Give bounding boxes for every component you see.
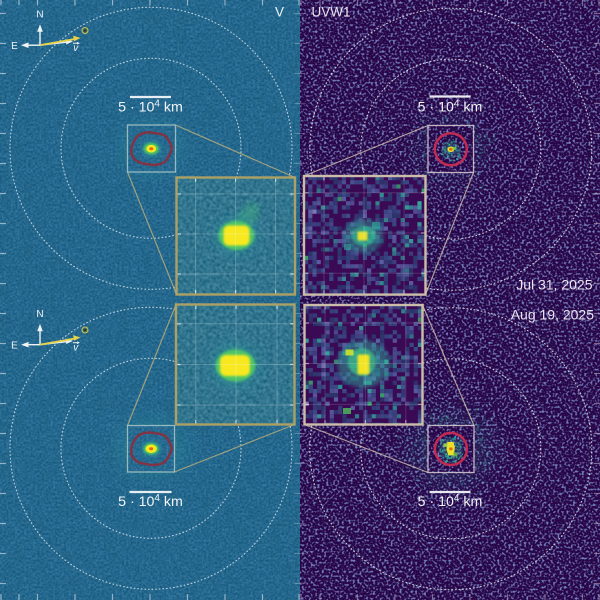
svg-text:UVW1: UVW1 — [312, 5, 351, 20]
svg-text:5 · 104 km: 5 · 104 km — [118, 98, 183, 115]
svg-text:v: v — [73, 43, 79, 54]
svg-text:E: E — [11, 41, 18, 52]
svg-text:Aug 19, 2025: Aug 19, 2025 — [511, 307, 595, 323]
svg-text:Jul 31, 2025: Jul 31, 2025 — [516, 277, 592, 293]
svg-text:5 · 104 km: 5 · 104 km — [418, 493, 483, 510]
svg-text:E: E — [11, 341, 18, 352]
svg-text:N: N — [36, 309, 43, 320]
svg-text:v: v — [73, 343, 79, 354]
svg-text:5 · 104 km: 5 · 104 km — [418, 98, 483, 115]
svg-text:N: N — [36, 10, 43, 21]
svg-text:5 · 104 km: 5 · 104 km — [118, 493, 183, 510]
svg-text:V: V — [275, 5, 284, 20]
